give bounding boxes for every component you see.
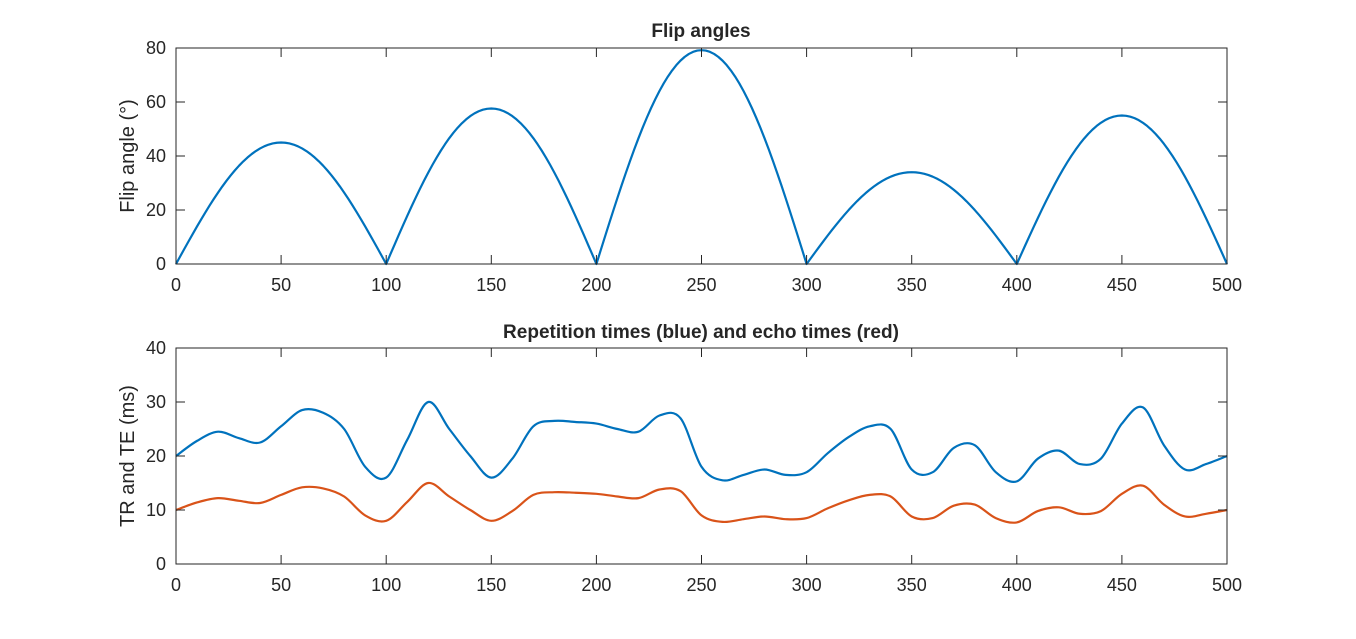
- x-tick-label: 150: [476, 275, 506, 295]
- x-tick-label: 450: [1107, 575, 1137, 595]
- y-axis-label: TR and TE (ms): [117, 385, 139, 527]
- series-line-0: [175, 400, 1228, 483]
- y-tick-label: 20: [146, 446, 166, 466]
- x-tick-label: 250: [686, 275, 716, 295]
- x-tick-label: 100: [371, 275, 401, 295]
- y-tick-label: 30: [146, 392, 166, 412]
- y-tick-label: 80: [146, 38, 166, 58]
- x-tick-label: 200: [581, 575, 611, 595]
- y-tick-label: 40: [146, 338, 166, 358]
- x-tick-label: 150: [476, 575, 506, 595]
- axes-flip-angles: Flip angles Flip angle (°) 0 50 100 150 200 2…: [117, 21, 1242, 295]
- x-tick-label: 50: [271, 275, 291, 295]
- y-tick-label: 20: [146, 200, 166, 220]
- x-tick-label: 300: [792, 575, 822, 595]
- x-tick-label: 400: [1002, 575, 1032, 595]
- x-tick-label: 350: [897, 275, 927, 295]
- series-line-0: [175, 49, 1229, 266]
- x-tick-label: 200: [581, 275, 611, 295]
- axes-box: [175, 47, 1228, 265]
- axes-tr-te: Repetition times (blue) and echo times (…: [117, 322, 1242, 595]
- x-tick-label: 350: [897, 575, 927, 595]
- x-tick-label: 500: [1212, 575, 1242, 595]
- x-tick-label: 0: [171, 575, 181, 595]
- y-axis-label: Flip angle (°): [117, 99, 139, 213]
- x-tick-label: 300: [792, 275, 822, 295]
- x-tick-label: 0: [171, 275, 181, 295]
- series-line-1: [175, 481, 1228, 524]
- x-tick-label: 400: [1002, 275, 1032, 295]
- x-tick-label: 500: [1212, 275, 1242, 295]
- y-tick-label: 0: [156, 554, 166, 574]
- chart-title: Flip angles: [651, 21, 750, 42]
- x-tick-label: 100: [371, 575, 401, 595]
- chart-title: Repetition times (blue) and echo times (…: [503, 322, 899, 343]
- x-tick-label: 450: [1107, 275, 1137, 295]
- x-tick-label: 250: [686, 575, 716, 595]
- y-tick-label: 40: [146, 146, 166, 166]
- y-tick-label: 10: [146, 500, 166, 520]
- y-tick-label: 0: [156, 254, 166, 274]
- y-tick-label: 60: [146, 92, 166, 112]
- x-tick-label: 50: [271, 575, 291, 595]
